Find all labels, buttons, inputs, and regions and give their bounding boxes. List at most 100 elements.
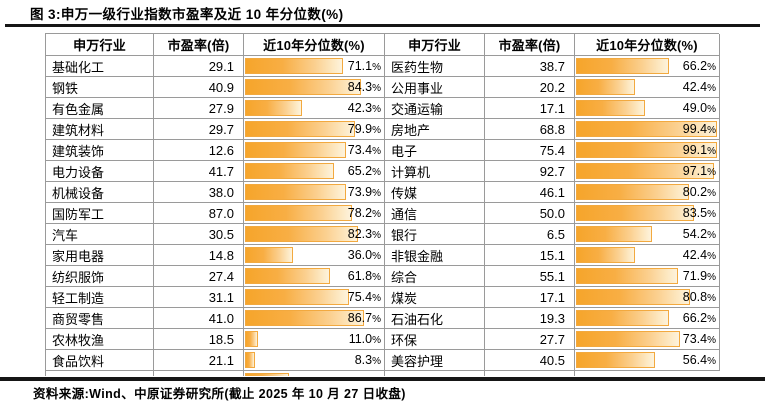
percent-sign: %: [707, 272, 716, 283]
percent-sign: %: [372, 146, 381, 157]
data-bar: [576, 58, 670, 74]
data-bar: [576, 100, 645, 116]
data-bar: [245, 352, 255, 368]
percent-sign: %: [707, 104, 716, 115]
table-row: 纺织服饰 27.4 61.8% 综合 55.1 71.9%: [46, 266, 720, 287]
percent-sign: %: [372, 272, 381, 283]
percentile-value: 99.4%: [682, 122, 716, 136]
percentile-cell: 99.1%: [575, 140, 720, 161]
percentile-value: 84.3%: [347, 80, 381, 94]
header-pe-left: 市盈率(倍): [154, 34, 244, 56]
industry-cell: 建筑装饰: [46, 140, 154, 161]
data-bar: [576, 163, 714, 179]
percentile-value: 73.9%: [347, 185, 381, 199]
pe-cell: 18.5: [154, 329, 244, 350]
data-bar: [245, 163, 335, 179]
pe-cell: 27.4: [154, 266, 244, 287]
percentile-value: 97.1%: [682, 164, 716, 178]
pe-cell: 38.7: [485, 56, 575, 77]
table-row: 钢铁 40.9 84.3% 公用事业 20.2 42.4%: [46, 77, 720, 98]
percent-sign: %: [372, 62, 381, 73]
table-row: 建筑材料 29.7 79.9% 房地产 68.8 99.4%: [46, 119, 720, 140]
pe-cell: 31.1: [154, 287, 244, 308]
header-industry-right: 申万行业: [385, 34, 485, 56]
data-bar: [576, 289, 691, 305]
table-row: 机械设备 38.0 73.9% 传媒 46.1 80.2%: [46, 182, 720, 203]
percentile-cell: 66.2%: [575, 56, 720, 77]
industry-cell: 国防军工: [46, 203, 154, 224]
table-row: 汽车 30.5 82.3% 银行 6.5 54.2%: [46, 224, 720, 245]
pe-cell: 75.4: [485, 140, 575, 161]
percentile-value: 61.8%: [347, 269, 381, 283]
industry-cell: 银行: [385, 224, 485, 245]
percentile-value: 66.2%: [682, 59, 716, 73]
data-bar: [245, 268, 330, 284]
percent-sign: %: [372, 167, 381, 178]
percentile-cell: 42.3%: [244, 98, 385, 119]
clipped-partial-row: [46, 371, 719, 376]
percentile-cell: 75.4%: [244, 287, 385, 308]
pe-cell: 30.5: [154, 224, 244, 245]
data-bar: [245, 331, 259, 347]
percentile-cell: 73.9%: [244, 182, 385, 203]
industry-cell: 电力设备: [46, 161, 154, 182]
table-header-row: 申万行业 市盈率(倍) 近10年分位数(%) 申万行业 市盈率(倍) 近10年分…: [46, 34, 720, 56]
percentile-cell: 99.4%: [575, 119, 720, 140]
industry-pe-table: 申万行业 市盈率(倍) 近10年分位数(%) 申万行业 市盈率(倍) 近10年分…: [45, 33, 720, 376]
pe-cell: 27.9: [154, 98, 244, 119]
data-bar: [576, 247, 636, 263]
percentile-cell: 65.2%: [244, 161, 385, 182]
pe-cell: 68.8: [485, 119, 575, 140]
percent-sign: %: [372, 251, 381, 262]
percentile-value: 78.2%: [347, 206, 381, 220]
percentile-cell: 36.0%: [244, 245, 385, 266]
percentile-value: 42.4%: [682, 248, 716, 262]
percentile-cell: 42.4%: [575, 245, 720, 266]
percent-sign: %: [707, 62, 716, 73]
percent-sign: %: [372, 125, 381, 136]
percent-sign: %: [372, 230, 381, 241]
pe-cell: 40.5: [485, 350, 575, 371]
percent-sign: %: [707, 125, 716, 136]
pe-cell: 41.7: [154, 161, 244, 182]
table-row: 有色金属 27.9 42.3% 交通运输 17.1 49.0%: [46, 98, 720, 119]
figure-title: 图 3:申万一级行业指数市盈率及近 10 年分位数(%): [30, 7, 344, 22]
pe-cell: 20.2: [485, 77, 575, 98]
percentile-value: 54.2%: [682, 227, 716, 241]
data-bar: [245, 58, 343, 74]
percentile-value: 80.8%: [682, 290, 716, 304]
industry-cell: 食品饮料: [46, 350, 154, 371]
percentile-value: 86.7%: [347, 311, 381, 325]
percent-sign: %: [707, 188, 716, 199]
pe-cell: 17.1: [485, 98, 575, 119]
percent-sign: %: [372, 293, 381, 304]
percentile-cell: 71.1%: [244, 56, 385, 77]
pe-cell: 17.1: [485, 287, 575, 308]
percentile-value: 66.2%: [682, 311, 716, 325]
table-row: 家用电器 14.8 36.0% 非银金融 15.1 42.4%: [46, 245, 720, 266]
data-bar: [576, 205, 695, 221]
industry-cell: 农林牧渔: [46, 329, 154, 350]
percentile-cell: 79.9%: [244, 119, 385, 140]
industry-cell: 建筑材料: [46, 119, 154, 140]
industry-cell: 计算机: [385, 161, 485, 182]
data-bar: [576, 226, 653, 242]
percentile-value: 82.3%: [347, 227, 381, 241]
percent-sign: %: [372, 356, 381, 367]
clipped-cell: [154, 371, 244, 376]
percentile-cell: 83.5%: [575, 203, 720, 224]
percentile-cell: 80.8%: [575, 287, 720, 308]
percentile-value: 99.1%: [682, 143, 716, 157]
data-bar: [576, 79, 636, 95]
percent-sign: %: [707, 314, 716, 325]
percentile-cell: 84.3%: [244, 77, 385, 98]
clipped-cell: [46, 371, 154, 376]
percentile-cell: 86.7%: [244, 308, 385, 329]
table-row: 电力设备 41.7 65.2% 计算机 92.7 97.1%: [46, 161, 720, 182]
percent-sign: %: [707, 167, 716, 178]
percentile-value: 73.4%: [347, 143, 381, 157]
percent-sign: %: [372, 104, 381, 115]
pe-cell: 29.1: [154, 56, 244, 77]
data-bar: [245, 142, 346, 158]
industry-cell: 石油石化: [385, 308, 485, 329]
